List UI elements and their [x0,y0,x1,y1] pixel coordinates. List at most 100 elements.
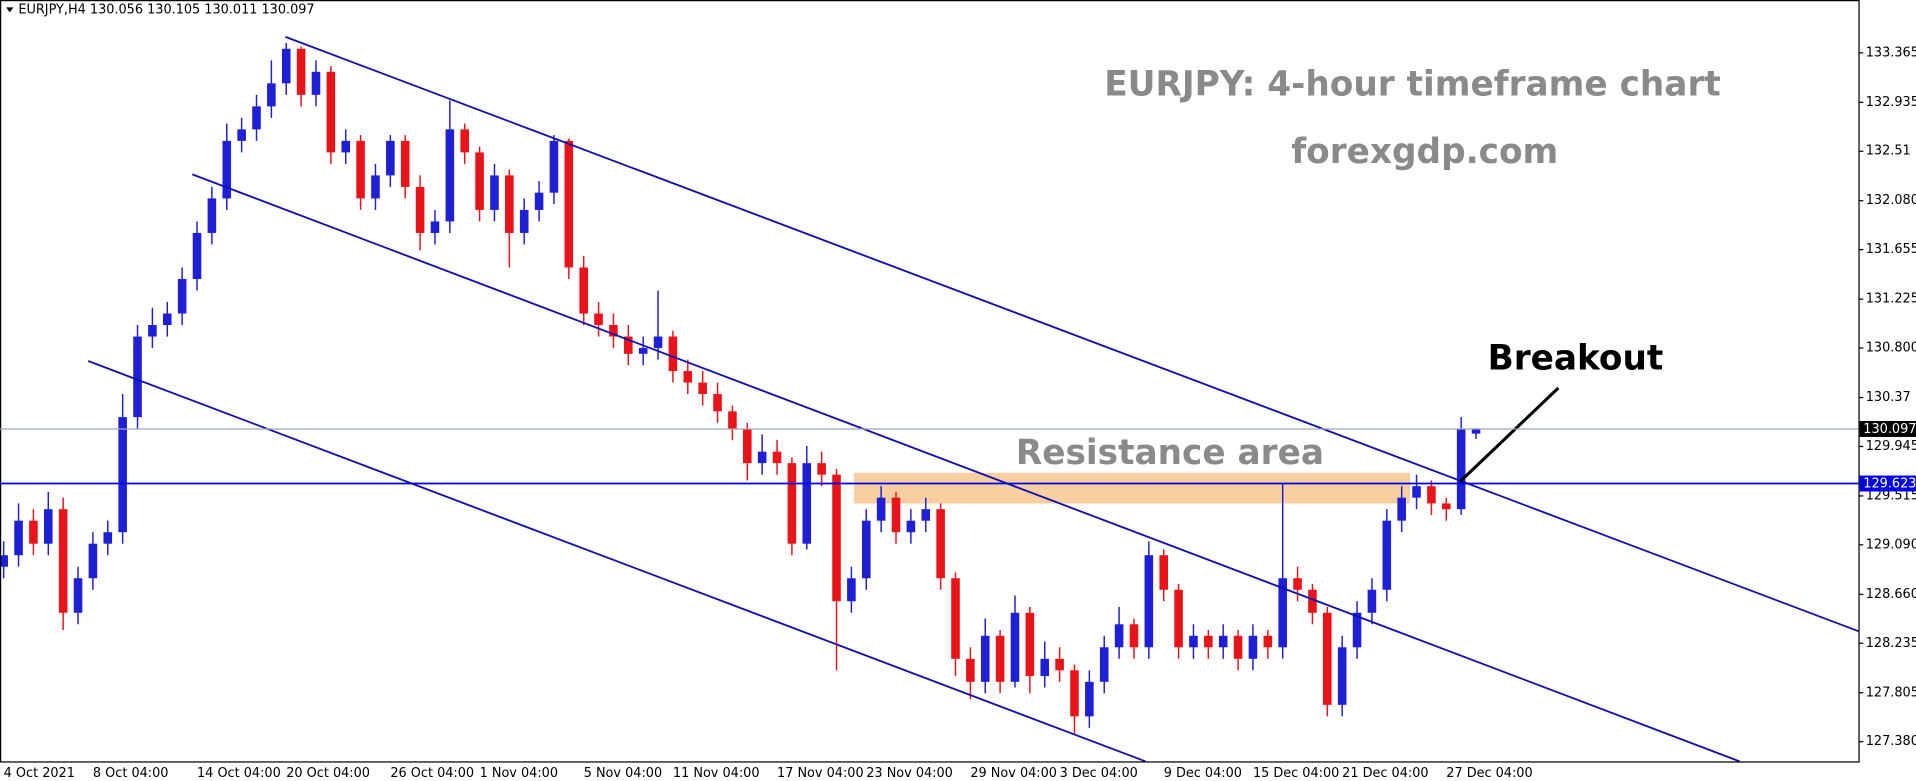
candle-body [757,451,767,464]
candle-body [1159,555,1169,590]
candle-body [162,313,172,326]
chart-subtitle: forexgdp.com [1291,132,1558,172]
x-tick-label: 1 Nov 04:00 [480,766,558,781]
candle-body [281,48,291,84]
x-tick-label: 15 Dec 04:00 [1253,766,1339,781]
candle-body [460,129,470,153]
resistance-label: Resistance area [1016,433,1324,473]
candle-body [772,451,782,464]
candle-body [1144,555,1154,648]
candle-body [995,635,1005,682]
candle-body [207,198,217,233]
candle-body [861,520,871,579]
candle-body [356,140,365,199]
candle-body [386,140,395,176]
x-tick-label: 5 Nov 04:00 [584,766,662,781]
x-tick-label: 26 Oct 04:00 [390,766,474,781]
x-tick-label: 3 Dec 04:00 [1060,766,1138,781]
candle-body [1040,658,1050,677]
candle-body [1218,635,1228,648]
y-tick-label: 129.515 [1866,488,1916,503]
candle-body [549,140,559,193]
candle-body [713,394,722,412]
candle-body [505,175,514,233]
x-tick-label: 27 Dec 04:00 [1446,766,1532,781]
candle-body [534,192,544,210]
candle-body [951,578,960,659]
candle-body [1427,486,1436,504]
y-tick-label: 127.380 [1866,734,1916,749]
candle-body [1010,612,1020,682]
candle-body [564,140,574,268]
candle-body [1412,486,1421,498]
candle-body [832,474,841,602]
candle-body [44,509,53,544]
candle-body [222,140,232,199]
y-tick-label: 132.935 [1866,95,1916,110]
candle-body [1070,670,1079,717]
price-level-box [1859,475,1916,492]
x-tick-label: 29 Nov 04:00 [970,766,1057,781]
candle-body [624,336,633,354]
x-tick-label: 9 Dec 04:00 [1164,766,1242,781]
y-tick-label: 128.235 [1866,636,1916,651]
channel-upper [285,35,1859,633]
candle-body [594,313,603,326]
breakout-arrow [1459,386,1560,483]
y-tick-label: 129.090 [1866,537,1916,552]
candle-body [430,221,440,233]
breakout-label: Breakout [1488,338,1664,378]
candle-body [1382,520,1392,590]
candle-body [103,532,113,544]
y-tick-label: 133.365 [1866,45,1916,60]
candle-body [980,635,990,682]
x-tick-label: 4 Oct 2021 [4,766,75,781]
plot-frame [0,0,1860,763]
y-tick-label: 130.37 [1866,390,1911,405]
candle-body [1085,681,1094,717]
candle-body [609,325,618,337]
price-level-box [1859,420,1916,437]
candle-body [638,348,648,354]
candle-body [58,509,68,613]
x-tick-label: 17 Nov 04:00 [777,766,864,781]
x-tick-label: 20 Oct 04:00 [286,766,370,781]
y-tick-label: 130.800 [1866,341,1916,356]
candle-body [1367,589,1377,613]
candle-body [743,428,752,464]
candle-body [490,175,499,210]
candle-body [415,186,425,233]
candle-body [133,336,142,418]
price-level-label: 130.097 [1863,422,1916,437]
resistance-zone [853,472,1411,504]
candle-body [936,509,945,579]
candle-body [267,83,276,107]
candle-body [876,497,886,521]
candle-body [847,578,856,602]
candle-body [906,520,916,533]
candle-body [1441,503,1451,510]
candle-body [475,152,484,210]
candle-body [653,336,663,349]
candle-body [1025,612,1035,677]
chart-title: EURJPY: 4-hour timeframe chart [1104,64,1721,104]
price-level-label: 129.623 [1863,477,1916,492]
candle-body [966,658,975,682]
candle-body [237,129,246,141]
candle-body [579,267,588,314]
candle-body [0,555,8,567]
x-tick-label: 21 Dec 04:00 [1342,766,1428,781]
candle-body [1129,624,1139,648]
y-tick-label: 127.805 [1866,685,1916,700]
candle-body [252,106,261,130]
x-tick-label: 23 Nov 04:00 [866,766,953,781]
channel-middle [192,173,1740,763]
y-tick-label: 131.225 [1866,292,1916,307]
candle-body [1293,578,1302,590]
candle-body [1174,589,1183,648]
x-tick-label: 14 Oct 04:00 [197,766,281,781]
candle-body [1323,612,1332,705]
candle-body [1456,428,1466,510]
candle-body [1337,647,1347,705]
